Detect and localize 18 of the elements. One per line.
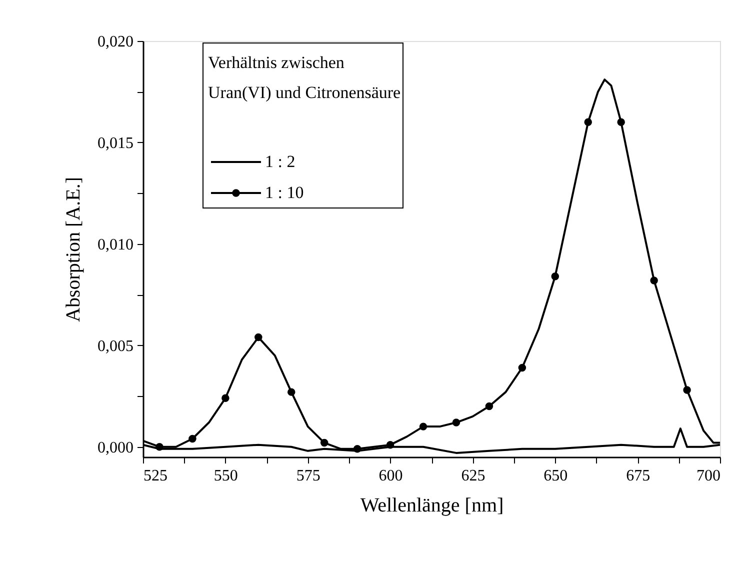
x-tick-label: 650 xyxy=(544,468,568,484)
x-tick-label: 525 xyxy=(144,468,168,484)
y-tick-label: 0,000 xyxy=(98,439,134,456)
x-tick-label: 600 xyxy=(378,468,403,484)
x-axis-title: Wellenlänge [nm] xyxy=(360,494,504,516)
y-tick-label: 0,010 xyxy=(98,236,134,254)
x-tick-label: 675 xyxy=(626,468,650,484)
x-tick-label: 625 xyxy=(461,468,486,484)
x-tick-label: 700 xyxy=(696,468,720,484)
y-axis-title: Absorption [A.E.] xyxy=(62,177,84,322)
legend-label: 1 : 2 xyxy=(265,152,296,171)
y-tick-label: 0,015 xyxy=(98,134,134,152)
x-tick-label: 550 xyxy=(214,468,238,484)
x-tick-label: 575 xyxy=(296,468,320,484)
y-tick-label: 0,020 xyxy=(98,34,134,50)
legend-title: Verhältnis zwischen Uran(VI) und Citronensäure xyxy=(208,53,401,102)
legend-label: 1 : 10 xyxy=(265,183,304,202)
y-tick-label: 0,005 xyxy=(98,338,134,355)
